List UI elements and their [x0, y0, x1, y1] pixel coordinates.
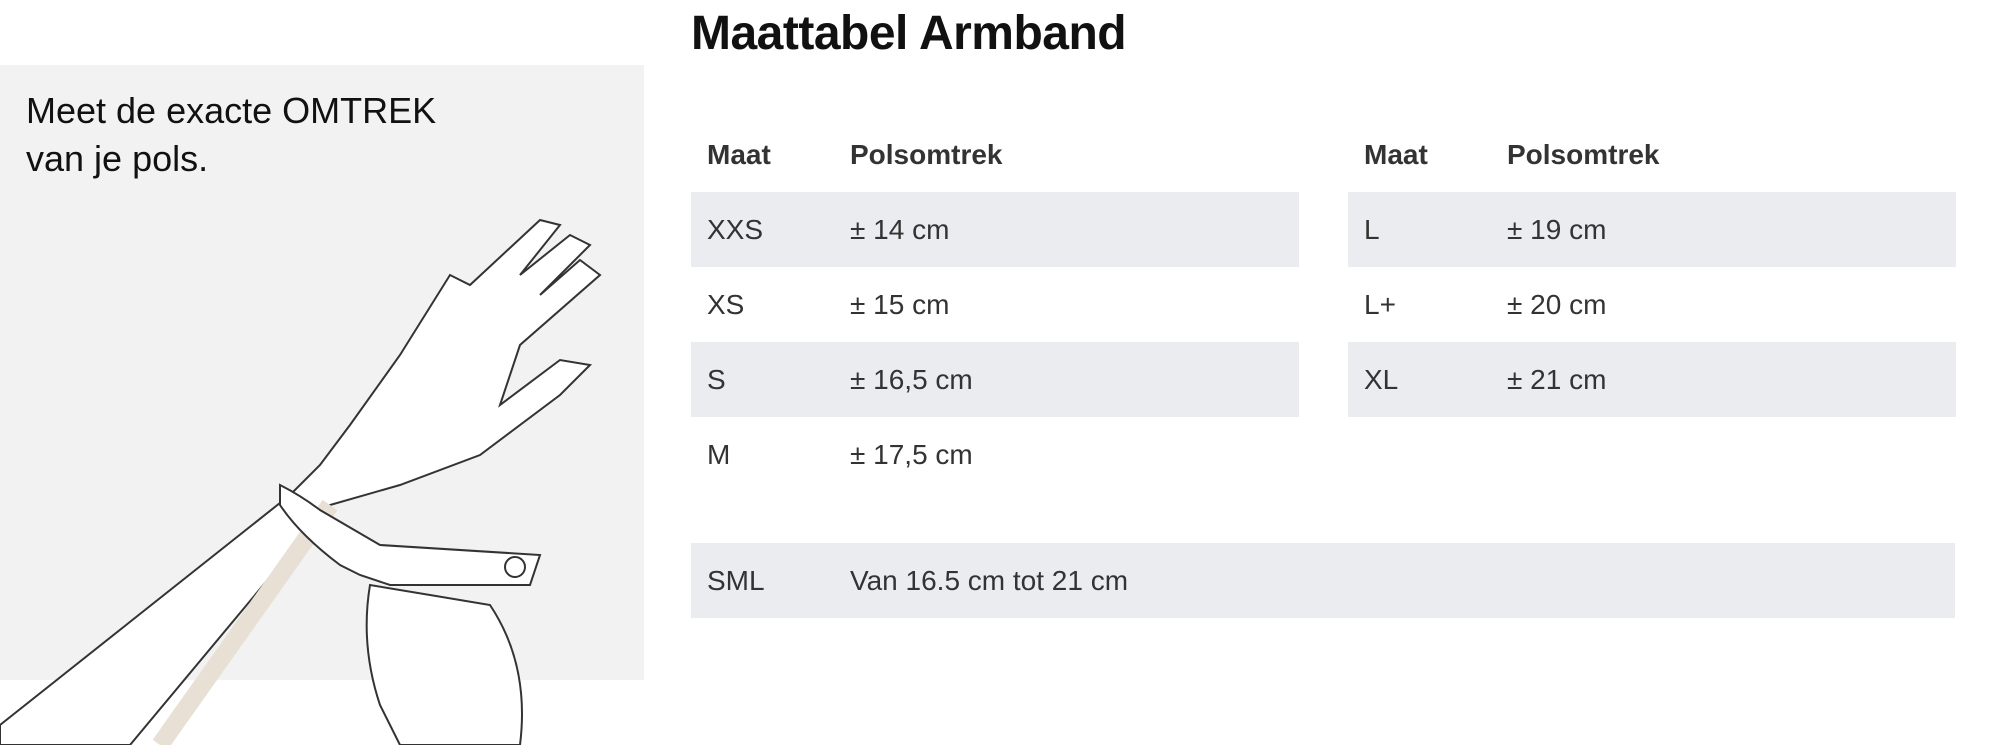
instruction-line-2: van je pols. — [26, 138, 209, 179]
table-row: XL ± 21 cm — [1348, 342, 1956, 417]
instruction-line-1: Meet de exacte OMTREK — [26, 90, 437, 131]
circumference-cell: ± 20 cm — [1507, 288, 1607, 320]
size-cell: S — [707, 363, 726, 395]
size-cell: L — [1364, 213, 1380, 245]
circumference-cell: ± 16,5 cm — [850, 363, 973, 395]
table-row: XS ± 15 cm — [691, 267, 1299, 342]
size-cell: SML — [707, 564, 765, 596]
measure-instruction: Meet de exacte OMTREK van je pols. — [26, 87, 436, 183]
size-table-left: Maat Polsomtrek XXS ± 14 cm XS ± 15 cm S ± … — [691, 117, 1299, 492]
sml-table: SML Van 16.5 cm tot 21 cm — [691, 543, 1955, 618]
circumference-cell: ± 15 cm — [850, 288, 950, 320]
table-row: M ± 17,5 cm — [691, 417, 1299, 492]
table-header: Maat Polsomtrek — [1348, 117, 1956, 192]
instruction-panel: Meet de exacte OMTREK van je pols. — [0, 65, 644, 745]
table-row: XXS ± 14 cm — [691, 192, 1299, 267]
size-cell: XL — [1364, 363, 1399, 395]
table-row: L+ ± 20 cm — [1348, 267, 1956, 342]
header-circumference: Polsomtrek — [1507, 138, 1660, 170]
circumference-cell: ± 14 cm — [850, 213, 950, 245]
size-cell: M — [707, 438, 731, 470]
size-cell: XXS — [707, 213, 764, 245]
header-size: Maat — [1364, 138, 1428, 170]
size-cell: L+ — [1364, 288, 1396, 320]
table-row: L ± 19 cm — [1348, 192, 1956, 267]
circumference-cell: ± 17,5 cm — [850, 438, 973, 470]
table-row: S ± 16,5 cm — [691, 342, 1299, 417]
page-title: Maattabel Armband — [691, 7, 1127, 60]
wrist-measuring-illustration — [0, 218, 602, 745]
circumference-cell: ± 19 cm — [1507, 213, 1607, 245]
size-table-right: Maat Polsomtrek L ± 19 cm L+ ± 20 cm XL ± 2… — [1348, 117, 1956, 417]
header-size: Maat — [707, 138, 771, 170]
circumference-cell: Van 16.5 cm tot 21 cm — [850, 564, 1129, 596]
header-circumference: Polsomtrek — [850, 138, 1003, 170]
table-header: Maat Polsomtrek — [691, 117, 1299, 192]
circumference-cell: ± 21 cm — [1507, 363, 1607, 395]
size-cell: XS — [707, 288, 745, 320]
table-row: SML Van 16.5 cm tot 21 cm — [691, 543, 1955, 618]
